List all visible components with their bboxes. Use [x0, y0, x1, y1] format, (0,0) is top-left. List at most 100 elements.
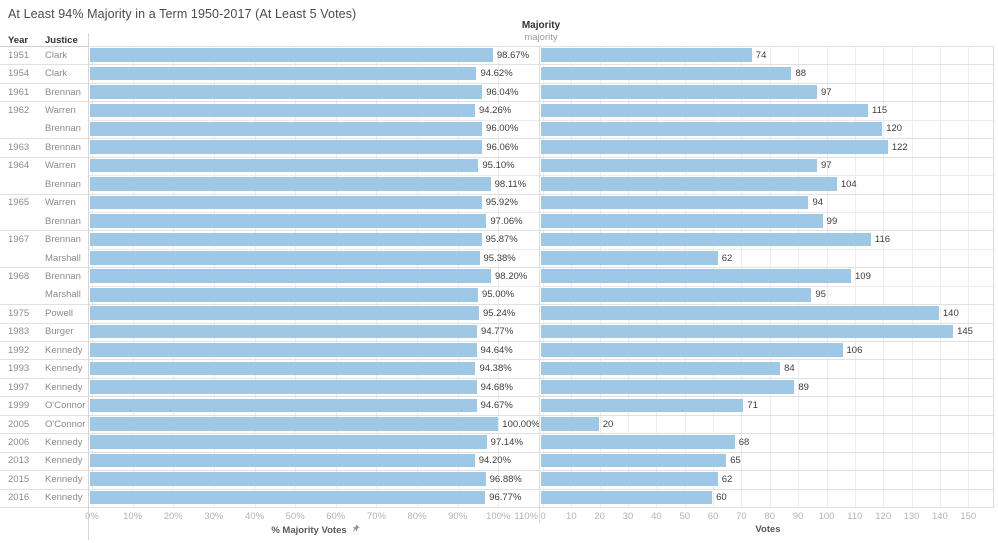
votes-bar[interactable]	[541, 306, 939, 320]
pct-tick-label: 10%	[123, 511, 143, 522]
votes-bar[interactable]	[541, 66, 792, 81]
votes-tick-label: 50	[679, 511, 691, 522]
votes-bar[interactable]	[541, 490, 713, 505]
majority-pct-bar[interactable]	[90, 287, 478, 302]
justice-label: Powell	[45, 307, 73, 319]
votes-bar[interactable]	[541, 472, 718, 486]
justice-label: O'Connor	[45, 418, 86, 430]
pct-value-label: 94.62%	[480, 68, 513, 80]
pct-tick-label: 60%	[326, 511, 346, 522]
majority-pct-bar[interactable]	[90, 435, 487, 450]
year-label: 2005	[8, 418, 30, 430]
votes-bar[interactable]	[541, 48, 752, 62]
majority-pct-bar[interactable]	[90, 121, 483, 136]
votes-bar[interactable]	[541, 103, 869, 118]
pct-tick-label: 20%	[163, 511, 183, 522]
justice-label: Brennan	[45, 141, 81, 153]
votes-bar[interactable]	[541, 361, 781, 376]
votes-bar[interactable]	[541, 251, 718, 265]
votes-bar[interactable]	[541, 85, 817, 99]
votes-bar[interactable]	[541, 269, 851, 284]
votes-bar[interactable]	[541, 140, 888, 154]
votes-tick-label: 90	[792, 511, 804, 522]
year-group-separator	[0, 304, 994, 306]
year-group-separator	[0, 341, 994, 343]
votes-tick-label: 100	[818, 511, 835, 522]
votes-axis-title[interactable]: Votes	[700, 524, 836, 535]
majority-pct-bar[interactable]	[90, 417, 499, 431]
votes-tick-label: 120	[875, 511, 892, 522]
majority-pct-bar[interactable]	[90, 472, 486, 486]
votes-bar[interactable]	[541, 435, 735, 450]
year-group-separator	[0, 138, 994, 140]
column-group-subheader[interactable]: majority	[524, 32, 558, 43]
majority-pct-bar[interactable]	[90, 140, 483, 154]
votes-bar[interactable]	[541, 380, 795, 394]
gridline-votes	[911, 46, 913, 507]
year-label: 1954	[8, 68, 30, 80]
year-group-separator	[0, 414, 994, 416]
row-separator	[88, 211, 994, 213]
year-label: 1968	[8, 270, 30, 282]
votes-bar[interactable]	[541, 453, 727, 468]
row-header-justice[interactable]: Justice	[45, 35, 78, 46]
majority-pct-bar[interactable]	[90, 214, 487, 228]
year-label: 1975	[8, 307, 30, 319]
votes-tick-label: 70	[736, 511, 747, 522]
majority-pct-bar[interactable]	[90, 232, 482, 247]
votes-bar[interactable]	[541, 177, 837, 191]
votes-tick-label: 0	[540, 511, 546, 522]
majority-pct-bar[interactable]	[90, 490, 486, 505]
majority-pct-bar[interactable]	[90, 158, 479, 173]
majority-pct-bar[interactable]	[90, 361, 476, 376]
pct-value-label: 98.11%	[494, 178, 527, 190]
votes-value-label: 88	[795, 68, 807, 80]
majority-pct-bar[interactable]	[90, 251, 480, 265]
votes-bar[interactable]	[541, 121, 883, 136]
majority-pct-bar[interactable]	[90, 177, 491, 191]
year-group-separator	[0, 156, 994, 158]
majority-pct-bar[interactable]	[90, 85, 483, 99]
majority-pct-bar[interactable]	[90, 380, 477, 394]
votes-bar[interactable]	[541, 343, 843, 357]
votes-bar[interactable]	[541, 158, 817, 173]
votes-bar[interactable]	[541, 195, 809, 210]
pct-tick-label: 80%	[407, 511, 427, 522]
year-group-separator	[0, 451, 994, 453]
pct-value-label: 94.26%	[478, 105, 512, 117]
votes-value-label: 122	[891, 141, 908, 153]
majority-pct-bar[interactable]	[90, 103, 475, 118]
votes-tick-label: 80	[764, 511, 776, 522]
year-group-separator	[0, 470, 994, 472]
majority-pct-bar[interactable]	[90, 453, 475, 468]
row-header-year[interactable]: Year	[8, 35, 29, 46]
justice-label: Kennedy	[45, 436, 83, 448]
pct-value-label: 95.87%	[485, 234, 518, 246]
votes-value-label: 74	[755, 49, 767, 61]
gridline-votes	[854, 46, 856, 507]
majority-pct-bar[interactable]	[90, 48, 493, 62]
year-group-separator	[0, 359, 994, 361]
majority-pct-bar[interactable]	[90, 324, 478, 339]
votes-bar[interactable]	[541, 232, 871, 247]
votes-value-label: 116	[874, 234, 891, 246]
majority-pct-bar[interactable]	[90, 269, 491, 284]
justice-label: Kennedy	[45, 381, 83, 393]
pct-value-label: 97.14%	[490, 436, 523, 448]
majority-pct-bar[interactable]	[90, 306, 479, 320]
pct-value-label: 94.38%	[479, 363, 512, 375]
votes-bar[interactable]	[541, 287, 812, 302]
votes-bar[interactable]	[541, 214, 823, 228]
votes-bar[interactable]	[541, 398, 744, 413]
pct-axis-title[interactable]: % Majority Votes	[250, 524, 380, 536]
majority-pct-bar[interactable]	[90, 343, 477, 357]
votes-bar[interactable]	[541, 324, 954, 339]
majority-pct-bar[interactable]	[90, 195, 482, 210]
votes-bar[interactable]	[541, 417, 599, 431]
pct-tick-label: 70%	[366, 511, 386, 522]
column-group-header[interactable]: Majority	[521, 20, 561, 31]
majority-pct-bar[interactable]	[90, 398, 477, 413]
majority-pct-bar[interactable]	[90, 66, 477, 81]
row-separator	[88, 285, 994, 287]
